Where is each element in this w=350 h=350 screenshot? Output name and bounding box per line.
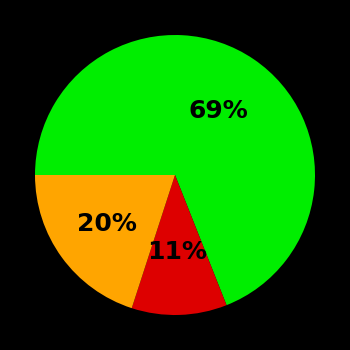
- Wedge shape: [35, 175, 175, 308]
- Text: 20%: 20%: [77, 212, 137, 236]
- Text: 11%: 11%: [147, 240, 208, 264]
- Wedge shape: [35, 35, 315, 305]
- Text: 69%: 69%: [188, 99, 248, 123]
- Wedge shape: [132, 175, 226, 315]
